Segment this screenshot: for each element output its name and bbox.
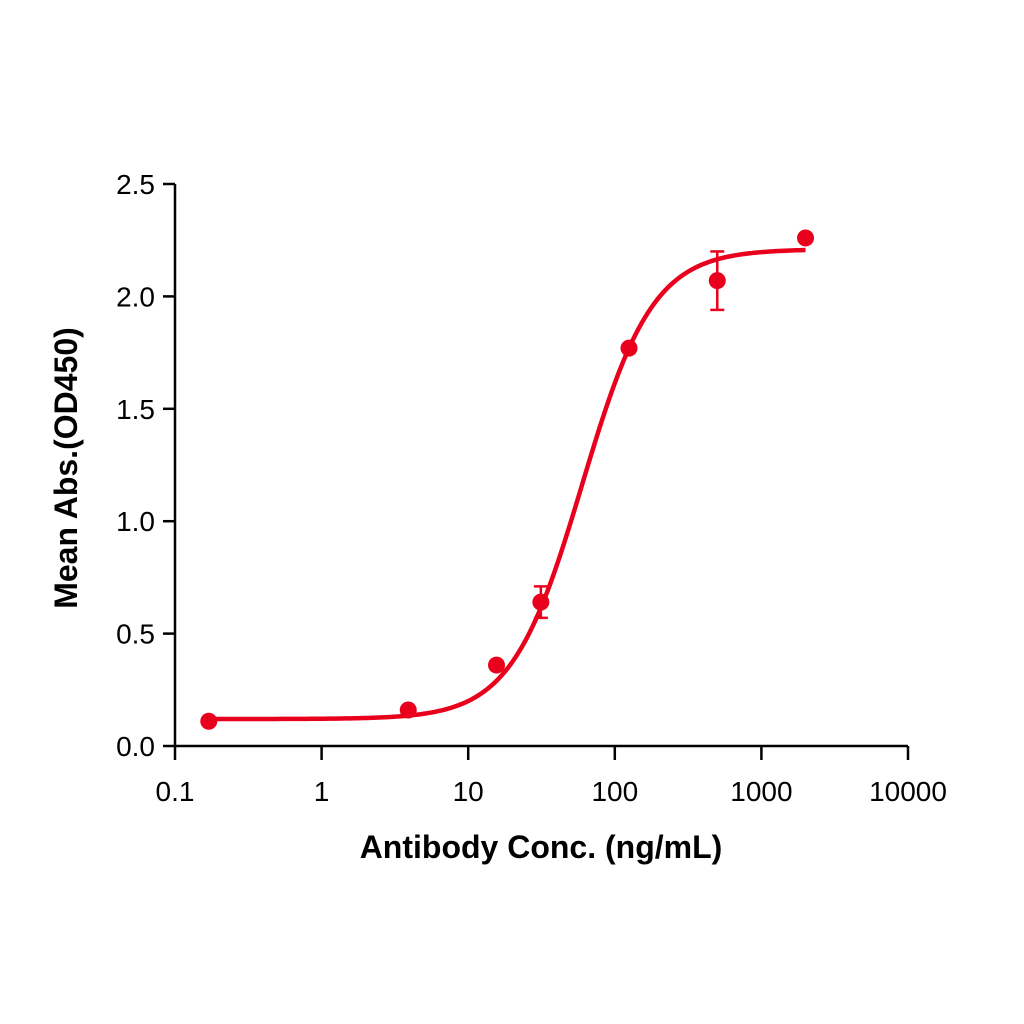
data-point (620, 339, 638, 357)
y-axis: 0.0 0.5 1.0 1.5 2.0 2.5 (116, 169, 177, 762)
x-tick-label: 1 (314, 776, 330, 807)
y-tick-label: 1.0 (116, 506, 155, 537)
x-axis: 0.1 1 10 100 1000 10000 (156, 744, 947, 807)
x-tick-label: 10000 (869, 776, 947, 807)
x-tick-label: 0.1 (156, 776, 195, 807)
data-point (488, 656, 506, 674)
data-point (797, 229, 815, 247)
y-tick-label: 0.0 (116, 731, 155, 762)
data-point (200, 712, 218, 730)
data-point (708, 272, 726, 290)
x-tick-label: 1000 (730, 776, 792, 807)
x-axis-title: Antibody Conc. (ng/mL) (360, 829, 723, 865)
y-tick-label: 2.5 (116, 169, 155, 200)
y-tick-label: 2.0 (116, 281, 155, 312)
y-tick-label: 1.5 (116, 394, 155, 425)
data-point (399, 701, 417, 719)
y-tick-label: 0.5 (116, 619, 155, 650)
x-tick-label: 100 (591, 776, 638, 807)
y-axis-title: Mean Abs.(OD450) (48, 327, 84, 609)
x-tick-label: 10 (453, 776, 484, 807)
fit-curve (208, 247, 806, 722)
data-point (532, 593, 550, 611)
plot-area (200, 229, 815, 730)
